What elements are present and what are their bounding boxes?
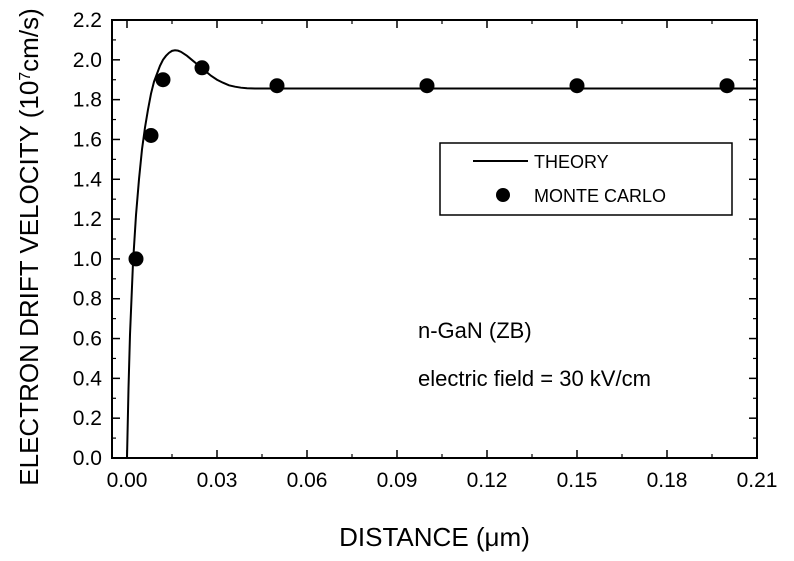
y-tick-label: 1.0 [73,248,102,271]
legend-label-monte-carlo: MONTE CARLO [534,186,666,206]
y-tick-label: 1.6 [73,128,102,151]
legend-marker-sample [496,188,510,202]
y-tick-label: 0.0 [73,447,102,470]
data-point-monte-carlo [419,78,435,94]
y-tick-label: 2.0 [73,49,102,72]
y-tick-label: 0.4 [73,367,103,390]
x-tick-label: 0.03 [197,469,238,492]
data-point-monte-carlo [569,78,585,94]
y-tick-label: 0.8 [73,288,102,311]
legend: THEORY MONTE CARLO [439,142,733,216]
y-axis-title: ELECTRON DRIFT VELOCITY (107cm/s) [14,8,44,485]
series-line-theory [126,49,757,459]
y-tick-label: 1.8 [73,89,102,112]
y-axis-title-main: ELECTRON DRIFT VELOCITY (10 [14,81,44,486]
x-tick-label: 0.09 [377,469,418,492]
y-tick-label: 0.6 [73,328,102,351]
data-point-monte-carlo [194,60,210,76]
x-tick-label: 0.21 [737,469,778,492]
y-tick-label: 1.4 [73,168,103,191]
axis-ticks: 0.00 0.03 0.06 0.09 0.12 0.15 0.18 0.21 0.0 0.2 0.… [73,9,778,492]
x-tick-label: 0.12 [467,469,508,492]
y-axis-title-tail: cm/s) [14,8,44,72]
data-point-monte-carlo [269,78,285,94]
data-point-monte-carlo [143,127,159,143]
x-axis-title: DISTANCE (μm) [339,522,530,552]
x-tick-label: 0.06 [287,469,328,492]
annotation-field: electric field = 30 kV/cm [418,366,651,391]
x-tick-label: 0.15 [557,469,598,492]
data-point-monte-carlo [719,78,735,94]
data-point-monte-carlo [128,251,144,267]
x-tick-label: 0.18 [647,469,688,492]
x-tick-label: 0.00 [107,469,148,492]
y-axis-title-superscript: 7 [17,72,34,81]
y-tick-label: 0.2 [73,407,102,430]
y-tick-label: 1.2 [73,208,102,231]
legend-box [439,142,733,216]
legend-label-theory: THEORY [534,152,609,172]
series-group [126,49,757,459]
y-tick-label: 2.2 [73,9,102,32]
annotation-material: n-GaN (ZB) [418,318,532,343]
data-point-monte-carlo [155,72,171,88]
